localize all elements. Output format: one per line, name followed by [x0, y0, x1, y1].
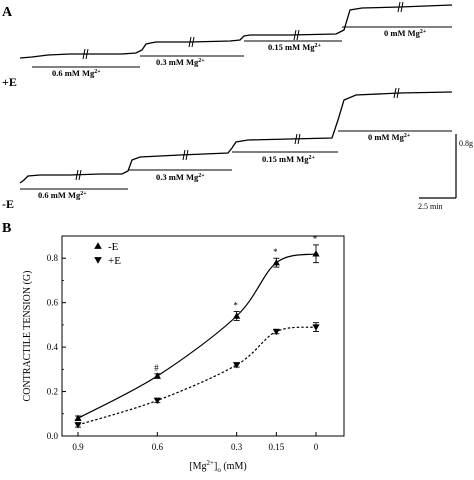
condition-label-plus-e: +E — [2, 75, 17, 89]
trace-break-mark — [182, 149, 189, 161]
trace-break-mark — [293, 29, 300, 41]
segments-plus-e: 0.6 mM Mg2+ 0.3 mM Mg2+ 0.15 mM Mg2+ 0 m… — [32, 26, 452, 78]
scale-bar-tension-label: 0.8g — [459, 139, 473, 148]
plot-frame — [61, 235, 345, 437]
segment-label: 0.3 mM Mg2+ — [156, 57, 205, 67]
panel-b-letter: B — [2, 221, 11, 236]
fit-curve-plus-e — [77, 326, 317, 426]
data-points — [74, 250, 320, 429]
x-tick-label: 0.9 — [72, 442, 84, 452]
significance-mark: * — [273, 247, 278, 257]
x-axis-title: [Mg2+]o (mM) — [189, 459, 246, 474]
panel-a-letter: A — [2, 5, 13, 20]
data-point — [74, 414, 82, 421]
fit-curve-minus-e — [77, 253, 317, 419]
significance-mark: # — [154, 363, 159, 373]
x-axis-ticks: 0.9 0.6 0.3 0.15 0 — [72, 432, 319, 452]
y-tick-label: 0.0 — [47, 431, 59, 441]
legend-marker — [94, 242, 102, 249]
y-tick-label: 0.2 — [47, 387, 58, 397]
data-point — [233, 312, 241, 319]
data-point — [74, 422, 82, 429]
x-tick-label: 0.15 — [268, 442, 284, 452]
segment-label: 0 mM Mg2+ — [368, 132, 411, 142]
segment-label: 0 mM Mg2+ — [384, 28, 427, 38]
trace-break-mark — [75, 169, 82, 181]
significance-mark: * — [233, 301, 238, 311]
segment-label: 0.6 mM Mg2+ — [38, 190, 87, 200]
trace-plus-e — [19, 1, 453, 60]
scale-bar-time-label: 2.5 min — [418, 202, 442, 211]
data-point — [233, 362, 241, 369]
segment-label: 0.15 mM Mg2+ — [262, 154, 316, 164]
legend: -E +E — [94, 241, 121, 267]
error-bars — [75, 244, 319, 428]
data-point — [153, 372, 161, 379]
x-tick-label: 0.3 — [231, 442, 243, 452]
trace-plus-e-line — [19, 4, 453, 59]
trace-break-mark — [397, 1, 404, 13]
y-axis-title: CONTRACTILE TENSION (G) — [22, 271, 33, 402]
segments-minus-e: 0.6 mM Mg2+ 0.3 mM Mg2+ 0.15 mM Mg2+ 0 m… — [20, 130, 452, 200]
condition-label-minus-e: -E — [2, 197, 14, 211]
x-tick-label: 0 — [314, 442, 319, 452]
y-axis-ticks: 0.0 0.2 0.4 0.6 0.8 — [47, 235, 66, 441]
trace-minus-e — [19, 87, 453, 184]
segment-label: 0.6 mM Mg2+ — [52, 68, 101, 78]
trace-break-mark — [82, 48, 89, 60]
trace-break-mark — [188, 36, 195, 48]
legend-label: -E — [108, 241, 119, 253]
trace-minus-e-line — [19, 91, 453, 184]
trace-break-mark — [393, 87, 400, 99]
segment-label: 0.15 mM Mg2+ — [268, 42, 322, 52]
data-point — [312, 324, 320, 331]
scale-bar: 0.8g 2.5 min — [418, 134, 473, 211]
chart-axes — [61, 235, 345, 437]
y-tick-label: 0.6 — [47, 298, 59, 308]
trace-break-mark — [294, 133, 301, 145]
data-point — [272, 328, 280, 336]
significance-mark: * — [313, 234, 318, 244]
legend-marker — [94, 257, 102, 264]
legend-label: +E — [108, 255, 121, 267]
tension-chart: 0.0 0.2 0.4 0.6 0.8 0.9 0.6 0.3 0.15 0 # * * * -E +E… — [22, 234, 345, 474]
fit-curves — [77, 253, 317, 426]
data-point — [272, 259, 280, 266]
data-point — [153, 397, 161, 405]
data-point — [312, 250, 320, 257]
x-tick-label: 0.6 — [152, 442, 164, 452]
segment-label: 0.3 mM Mg2+ — [156, 172, 205, 182]
y-tick-label: 0.4 — [47, 342, 59, 352]
significance-marks: # * * * — [154, 234, 318, 373]
y-tick-label: 0.8 — [47, 253, 59, 263]
